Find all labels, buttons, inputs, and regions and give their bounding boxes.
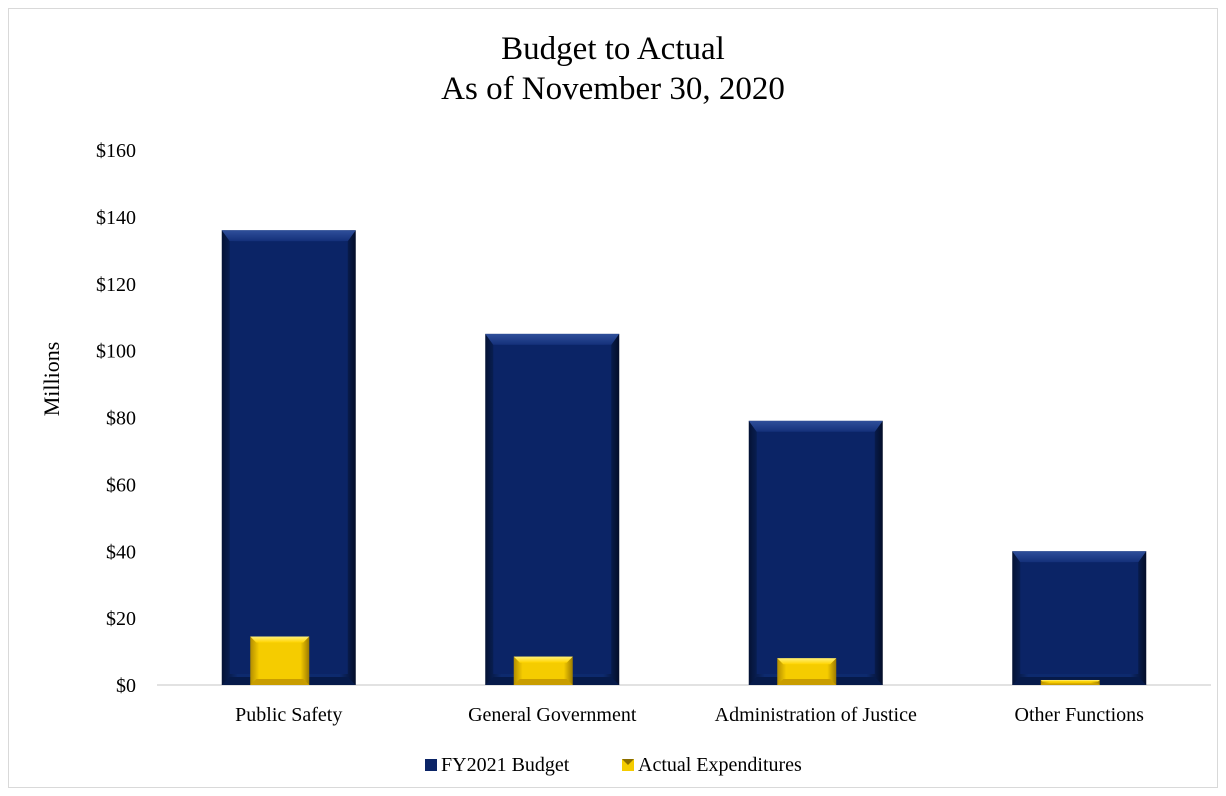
legend-item: Actual Expenditures bbox=[622, 754, 802, 776]
bars-group bbox=[221, 230, 1147, 685]
bar-actual-bevel bbox=[513, 656, 573, 663]
y-tick-label: $20 bbox=[106, 608, 136, 630]
y-tick-label: $60 bbox=[106, 474, 136, 496]
legend: FY2021 Budget Actual Expenditures bbox=[425, 754, 802, 776]
bar-actual bbox=[1040, 679, 1100, 685]
bar-budget-bevel bbox=[221, 230, 356, 242]
chart-subtitle: As of November 30, 2020 bbox=[441, 71, 785, 107]
bar-actual-bevel bbox=[1040, 679, 1100, 682]
y-axis-title: Millions bbox=[39, 342, 64, 417]
bar-budget bbox=[1012, 551, 1147, 685]
y-tick-label: $140 bbox=[96, 207, 136, 229]
y-tick-label: $160 bbox=[96, 140, 136, 162]
x-tick-label: Administration of Justice bbox=[715, 704, 917, 726]
chart-title: Budget to Actual bbox=[501, 31, 725, 67]
bar-actual bbox=[777, 658, 837, 685]
bar-budget bbox=[748, 420, 883, 685]
bar-actual-base bbox=[250, 679, 310, 685]
bar-budget-bevel bbox=[485, 333, 620, 345]
bar-actual-bevel bbox=[250, 636, 310, 643]
legend-label: FY2021 Budget bbox=[441, 754, 570, 776]
y-tick-label: $40 bbox=[106, 541, 136, 563]
y-axis-ticks: $0 $20 $40 $60 $80 $100 $120 $140 $160 bbox=[96, 140, 136, 697]
chart-frame: Budget to Actual As of November 30, 2020… bbox=[8, 8, 1218, 788]
budget-chart: Budget to Actual As of November 30, 2020… bbox=[39, 31, 1211, 776]
bar-actual-base bbox=[1040, 683, 1100, 685]
bar-budget-face bbox=[493, 344, 612, 674]
x-tick-label: Public Safety bbox=[235, 704, 342, 726]
legend-item: FY2021 Budget bbox=[425, 754, 570, 776]
y-tick-label: $80 bbox=[106, 408, 136, 430]
y-tick-label: $0 bbox=[116, 675, 136, 697]
bar-budget bbox=[485, 333, 620, 685]
bar-actual-body bbox=[250, 636, 310, 685]
bar-actual-bevel bbox=[777, 658, 837, 665]
bar-actual bbox=[250, 636, 310, 685]
legend-swatch-shade bbox=[622, 759, 634, 765]
bar-actual-base bbox=[513, 679, 573, 685]
legend-label: Actual Expenditures bbox=[638, 754, 802, 776]
bar-budget-bevel bbox=[1012, 551, 1147, 563]
legend-swatch bbox=[425, 759, 437, 771]
bar-budget-face bbox=[1020, 562, 1139, 674]
bar-budget-bevel bbox=[748, 420, 883, 432]
x-tick-label: Other Functions bbox=[1015, 704, 1145, 726]
bar-budget-face bbox=[756, 431, 875, 674]
bar-actual-base bbox=[777, 679, 837, 685]
y-tick-label: $120 bbox=[96, 274, 136, 296]
y-tick-label: $100 bbox=[96, 341, 136, 363]
bar-budget bbox=[221, 230, 356, 685]
x-tick-label: General Government bbox=[468, 704, 637, 726]
x-axis-labels: Public Safety General Government Administr… bbox=[235, 704, 1144, 726]
bar-actual bbox=[513, 656, 573, 685]
bar-budget-face bbox=[229, 241, 348, 674]
bar-actual-body bbox=[1040, 679, 1100, 685]
